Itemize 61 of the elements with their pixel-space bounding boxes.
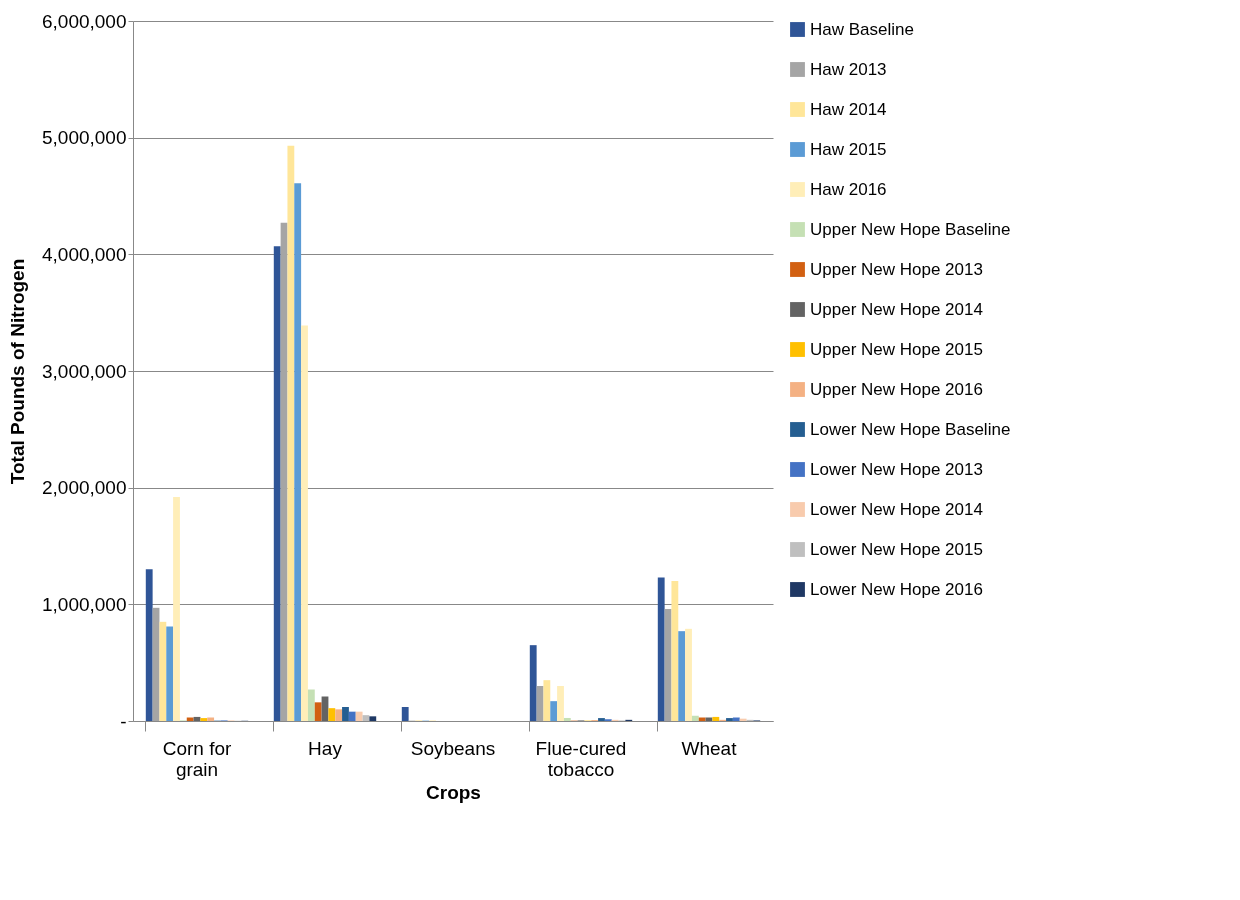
bar bbox=[159, 621, 167, 721]
legend-label: Haw 2013 bbox=[810, 59, 887, 79]
bar bbox=[678, 631, 686, 721]
x-tick-label: Hay bbox=[308, 737, 343, 759]
bar bbox=[543, 680, 551, 721]
y-tick-label: 5,000,000 bbox=[41, 127, 127, 149]
y-tick-label: - bbox=[120, 710, 127, 732]
x-tick-label: Flue-cured tobacco bbox=[535, 737, 627, 780]
legend-label: Haw 2014 bbox=[810, 99, 887, 119]
legend-label: Upper New Hope 2014 bbox=[810, 299, 983, 319]
bar bbox=[598, 718, 605, 721]
bar bbox=[401, 707, 409, 721]
legend-label: Haw 2016 bbox=[810, 179, 887, 199]
y-tick-label: 1,000,000 bbox=[41, 593, 127, 615]
bar bbox=[335, 709, 343, 721]
legend-label: Upper New Hope Baseline bbox=[810, 219, 1011, 239]
bar bbox=[145, 569, 153, 721]
legend-label: Haw 2015 bbox=[810, 139, 887, 159]
y-axis-title: Total Pounds of Nitrogen bbox=[6, 258, 28, 485]
y-tick-label: 6,000,000 bbox=[41, 10, 127, 32]
legend-label: Lower New Hope Baseline bbox=[810, 419, 1011, 439]
bar bbox=[301, 325, 308, 721]
legend-label: Lower New Hope 2014 bbox=[810, 499, 983, 519]
bar bbox=[342, 707, 349, 721]
legend-label: Lower New Hope 2016 bbox=[810, 579, 983, 599]
x-tick-label: Soybeans bbox=[410, 737, 496, 759]
x-axis-title: Crops bbox=[426, 781, 481, 803]
legend-label: Lower New Hope 2013 bbox=[810, 459, 983, 479]
x-tick-label: Wheat bbox=[681, 737, 738, 759]
y-tick-label: 2,000,000 bbox=[41, 477, 127, 499]
bar bbox=[557, 686, 564, 721]
bar bbox=[348, 711, 356, 721]
bar bbox=[712, 716, 720, 721]
bar bbox=[294, 183, 302, 721]
legend-label: Haw Baseline bbox=[810, 19, 914, 39]
bar bbox=[287, 145, 295, 721]
y-tick-label: 4,000,000 bbox=[41, 243, 127, 265]
legend-label: Upper New Hope 2016 bbox=[810, 379, 983, 399]
legend-label: Upper New Hope 2015 bbox=[810, 339, 983, 359]
bar bbox=[671, 581, 679, 721]
bar bbox=[355, 711, 363, 721]
y-tick-label: 3,000,000 bbox=[41, 360, 127, 382]
legend-label: Lower New Hope 2015 bbox=[810, 539, 983, 559]
bar bbox=[550, 701, 558, 721]
bar bbox=[691, 715, 699, 721]
legend-label: Upper New Hope 2013 bbox=[810, 259, 983, 279]
bar bbox=[307, 689, 315, 721]
bar bbox=[726, 718, 733, 721]
bar bbox=[314, 702, 322, 721]
bar bbox=[328, 708, 336, 721]
bar bbox=[685, 628, 692, 721]
bar bbox=[273, 246, 281, 721]
bar bbox=[166, 626, 174, 721]
bar bbox=[362, 715, 370, 721]
bar bbox=[563, 717, 571, 721]
bar bbox=[657, 577, 665, 721]
bar bbox=[173, 497, 180, 721]
bar bbox=[200, 718, 208, 721]
bar bbox=[369, 716, 377, 721]
bar bbox=[529, 645, 537, 721]
x-tick-label: Corn for grain bbox=[162, 737, 232, 780]
